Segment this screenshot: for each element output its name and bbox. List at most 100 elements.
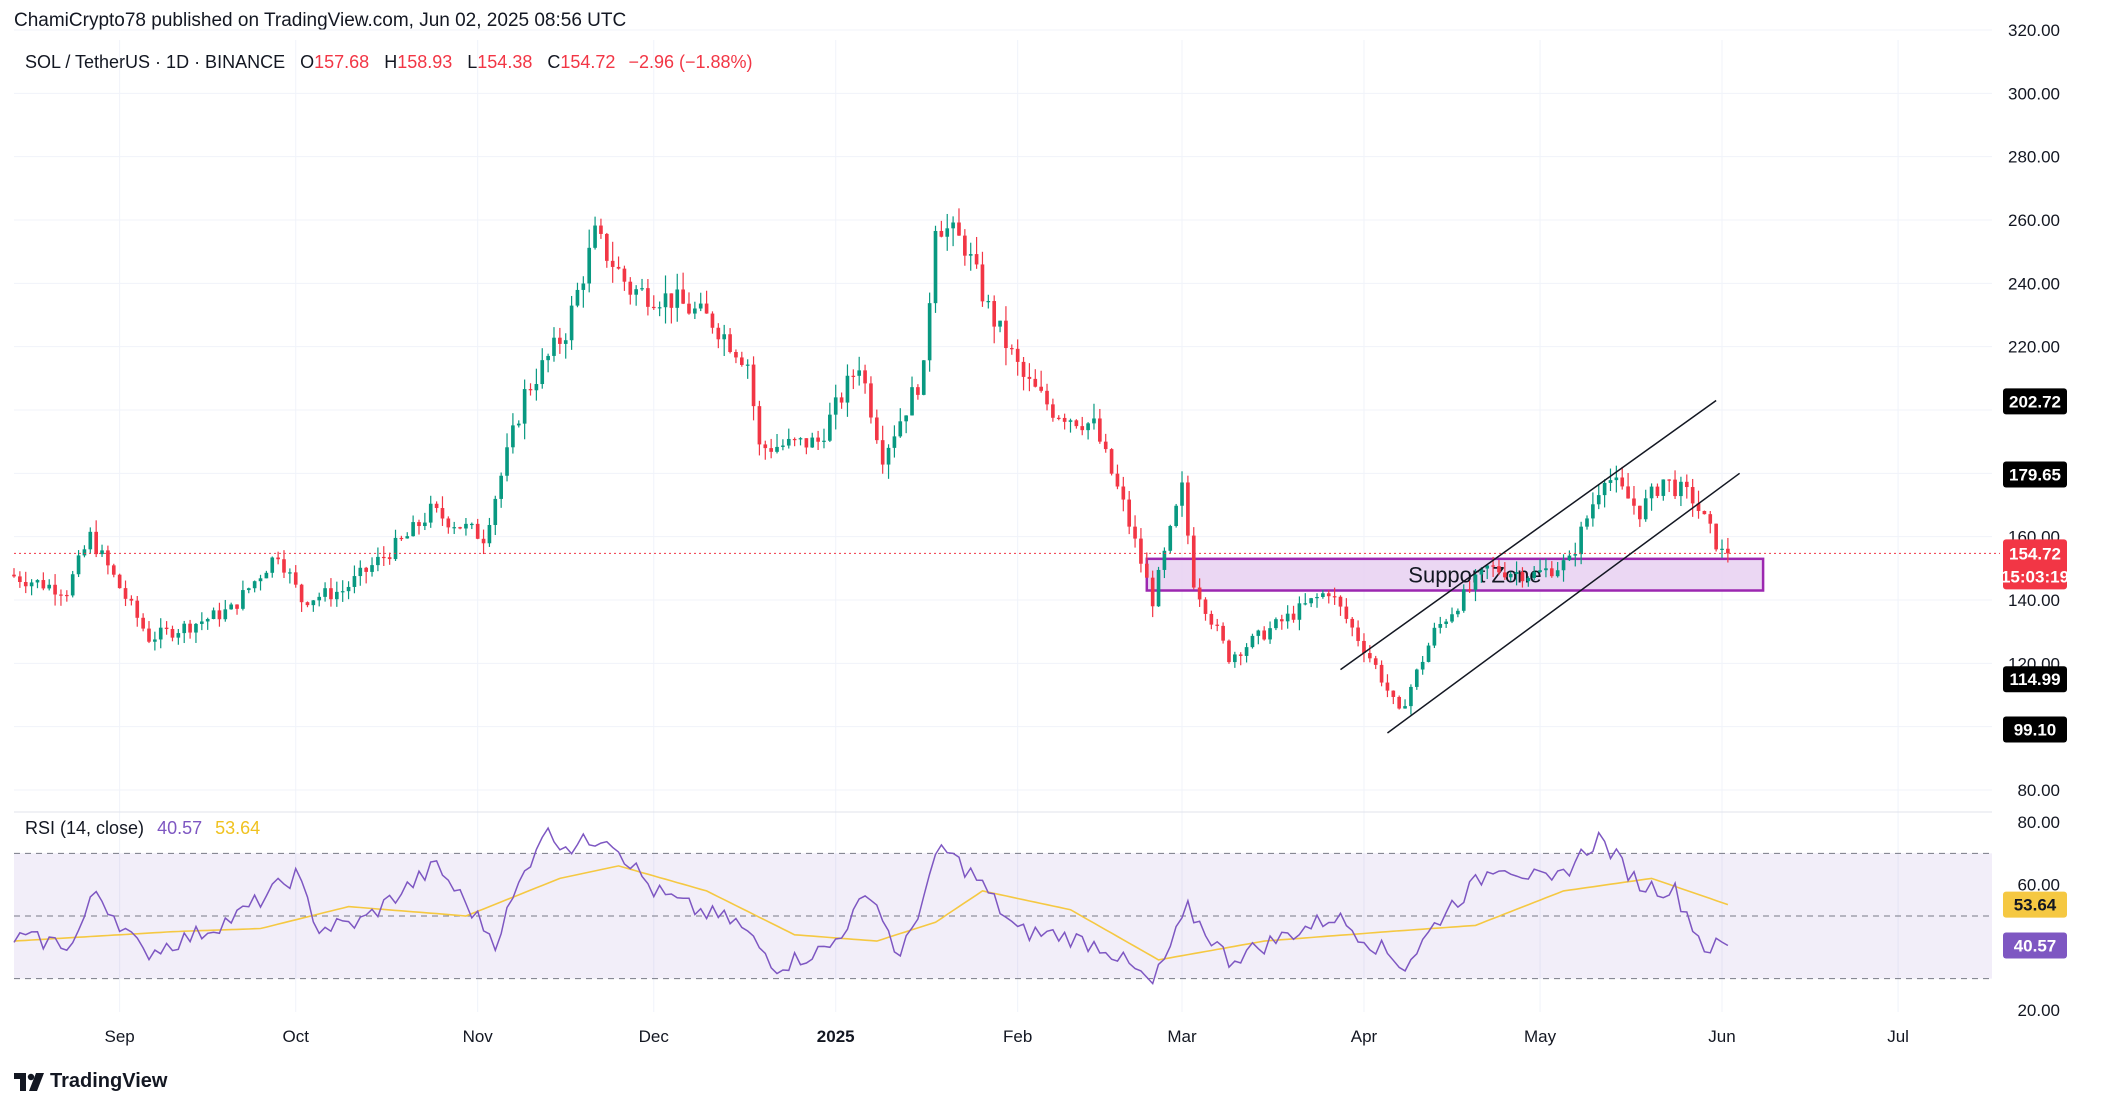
candle-body — [1409, 686, 1413, 707]
candle-body — [1362, 640, 1366, 654]
candle-body — [734, 351, 738, 358]
candle-body — [1497, 566, 1501, 573]
candle-body — [693, 308, 697, 314]
candle-body — [1227, 640, 1231, 663]
candle-body — [1532, 572, 1537, 578]
candle-body — [1690, 487, 1695, 504]
candle-body — [1015, 348, 1020, 362]
candle-body — [546, 355, 550, 361]
high-value: 158.93 — [397, 52, 453, 72]
candle-body — [452, 527, 457, 529]
candle-body — [1321, 593, 1325, 597]
candle-body — [493, 498, 498, 525]
candle-body — [1467, 589, 1472, 591]
candle-body — [704, 303, 709, 314]
candle-body — [1274, 619, 1278, 629]
candle-body — [423, 522, 427, 527]
candle-body — [1039, 386, 1043, 391]
candle-body — [1503, 572, 1507, 578]
candle-body — [428, 503, 433, 523]
candle-body — [1004, 320, 1008, 349]
candle-body — [446, 518, 451, 528]
candle-body — [358, 567, 363, 577]
time-tick-label: Nov — [463, 1027, 494, 1046]
candle-body — [1620, 477, 1625, 487]
candle-body — [164, 627, 169, 630]
candle-body — [282, 559, 286, 573]
candle-body — [998, 320, 1002, 327]
candle-body — [47, 584, 52, 589]
candles — [12, 208, 2000, 715]
candle-body — [792, 438, 797, 441]
candle-body — [628, 281, 633, 295]
rsi-value: 40.57 — [157, 818, 203, 838]
symbol-legend: SOL / TetherUS · 1D · BINANCE O157.68 H1… — [25, 52, 753, 73]
rsi-tick-label: 20.00 — [2017, 1001, 2060, 1020]
candle-body — [1062, 417, 1067, 422]
candle-body — [968, 254, 973, 256]
candle-body — [270, 557, 275, 573]
candle-body — [405, 536, 410, 539]
candle-body — [1684, 481, 1689, 488]
candle-body — [194, 623, 198, 633]
candle-body — [898, 421, 903, 437]
candle-body — [123, 588, 128, 599]
candle-body — [716, 327, 721, 340]
high-label: H — [384, 52, 398, 72]
candle-body — [1438, 623, 1443, 628]
candle-body — [516, 423, 521, 426]
candle-body — [1350, 618, 1355, 628]
candle-body — [722, 334, 727, 340]
candle-body — [511, 425, 515, 448]
candle-body — [1162, 550, 1167, 570]
candle-body — [458, 527, 462, 529]
channel-lines[interactable] — [1340, 399, 1741, 734]
candle-body — [1068, 420, 1073, 422]
candle-body — [552, 337, 556, 356]
candle-body — [370, 565, 374, 572]
candle-body — [869, 383, 873, 418]
close-value: 154.72 — [560, 52, 616, 72]
time-tick-label: May — [1524, 1027, 1557, 1046]
candle-body — [100, 550, 104, 555]
candle-body — [1555, 570, 1560, 577]
candle-body — [1092, 418, 1096, 424]
candle-body — [135, 600, 140, 618]
support-zone[interactable]: Support Zone — [1145, 557, 1765, 592]
footer-brand: TradingView — [50, 1070, 168, 1092]
candle-body — [522, 389, 527, 424]
candle-body — [1121, 486, 1126, 500]
candle-body — [1632, 498, 1636, 506]
symbol-title[interactable]: SOL / TetherUS · 1D · BINANCE — [25, 52, 286, 72]
candle-body — [640, 288, 644, 290]
candle-body — [775, 446, 779, 452]
candle-body — [757, 406, 762, 445]
candle-body — [1432, 627, 1437, 646]
candle-body — [111, 565, 116, 575]
candle-body — [59, 594, 63, 596]
candle-body — [88, 531, 93, 550]
candle-body — [1150, 577, 1155, 607]
candle-body — [698, 303, 703, 309]
candle-body — [252, 581, 257, 589]
candle-body — [264, 572, 269, 579]
candle-body — [1279, 619, 1284, 622]
candle-body — [804, 438, 809, 448]
candle-body — [886, 447, 891, 465]
candle-body — [334, 591, 339, 600]
rsi-title[interactable]: RSI (14, close) — [25, 818, 145, 838]
rsi-value-badge-bg — [2003, 932, 2067, 959]
countdown-badge: 15:03:19 — [2001, 567, 2069, 586]
tradingview-logo-icon — [14, 1072, 44, 1091]
time-tick-label: Feb — [1003, 1027, 1032, 1046]
candle-body — [329, 588, 333, 600]
time-axis[interactable]: Sep Oct Nov Dec 2025 Feb Mar Apr May Jun Jul — [105, 1027, 1909, 1046]
candle-body — [833, 397, 838, 415]
candle-body — [393, 537, 398, 560]
candle-body — [739, 357, 744, 365]
candle-body — [1303, 603, 1308, 605]
candle-body — [575, 289, 580, 306]
candle-body — [1679, 481, 1683, 497]
rsi-axis[interactable]: 80.00 60.00 20.00 — [2017, 813, 2060, 1020]
